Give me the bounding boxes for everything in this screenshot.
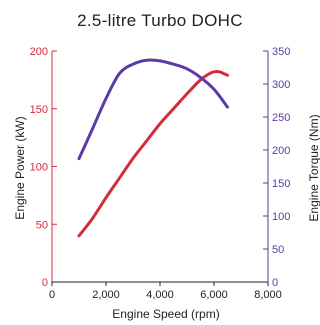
x-tick-label: 8,000 (254, 289, 282, 301)
right-tick-label: 200 (272, 145, 290, 157)
left-tick-label: 100 (30, 162, 48, 174)
x-tick-label: 0 (49, 289, 55, 301)
right-y-axis: 0 50 100 150 200 250 300 350 (263, 46, 290, 289)
right-tick-label: 0 (272, 277, 278, 289)
x-tick-label: 4,000 (146, 289, 174, 301)
right-y-axis-label: Engine Torque (Nm) (307, 114, 320, 221)
torque-curve (77, 58, 229, 161)
left-tick-label: 150 (30, 104, 48, 116)
x-axis-label: Engine Speed (rpm) (112, 307, 219, 321)
right-tick-label: 300 (272, 79, 290, 91)
right-tick-label: 50 (272, 244, 284, 256)
chart-title: 2.5-litre Turbo DOHC (77, 11, 243, 30)
left-tick-label: 200 (30, 46, 48, 58)
right-tick-label: 250 (272, 112, 290, 124)
x-axis: 0 2,000 4,000 6,000 8,000 (49, 281, 282, 301)
series-layer (77, 58, 229, 238)
left-y-axis: 0 50 100 150 200 (30, 46, 57, 289)
left-y-axis-label: Engine Power (kW) (13, 116, 27, 219)
right-tick-label: 150 (272, 178, 290, 190)
power-curve (77, 69, 229, 238)
left-tick-label: 50 (36, 219, 48, 231)
x-tick-label: 2,000 (92, 289, 120, 301)
right-tick-label: 350 (272, 46, 290, 58)
right-tick-label: 100 (272, 211, 290, 223)
left-tick-label: 0 (42, 277, 48, 289)
x-tick-label: 6,000 (200, 289, 228, 301)
